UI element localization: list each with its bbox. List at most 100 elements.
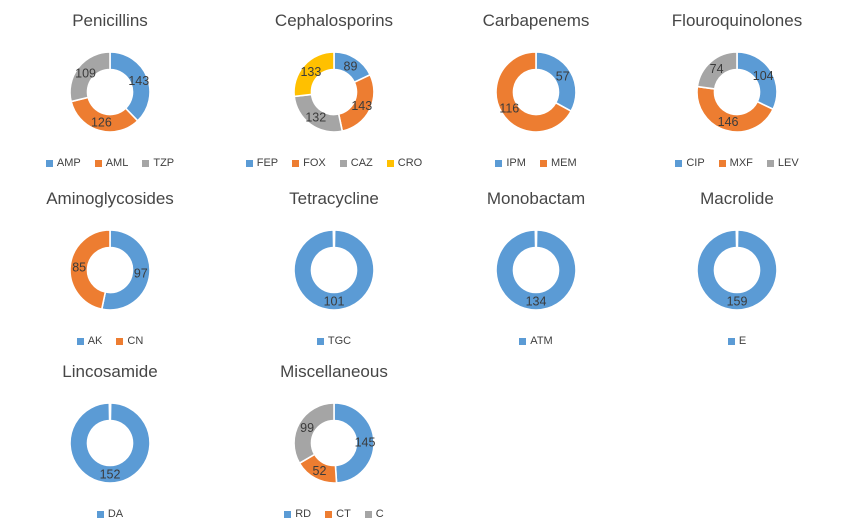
slice-value-label: 132 bbox=[305, 111, 326, 125]
legend-swatch-icon bbox=[339, 159, 347, 167]
legend-label: ATM bbox=[530, 335, 553, 347]
chart-legend: TGC bbox=[234, 334, 434, 348]
legend-label: TZP bbox=[153, 157, 175, 169]
legend-swatch-icon bbox=[386, 159, 394, 167]
slice-value-label: 101 bbox=[324, 295, 345, 309]
legend-item: AMP bbox=[45, 157, 81, 169]
legend-item: TGC bbox=[316, 335, 351, 347]
legend-item: AK bbox=[76, 335, 103, 347]
donut-chart: 143 126 109 bbox=[69, 51, 151, 133]
slice-value-label: 109 bbox=[75, 66, 96, 80]
legend-label: AK bbox=[87, 335, 103, 347]
legend-item: MEM bbox=[539, 157, 577, 169]
donut-slice-c bbox=[293, 402, 335, 465]
slice-value-label: 145 bbox=[355, 436, 376, 450]
chart-legend: AMP AML TZP bbox=[10, 156, 210, 170]
donut-slice-cro bbox=[293, 51, 335, 98]
chart-title: Macrolide bbox=[700, 189, 774, 208]
slice-value-label: 52 bbox=[313, 464, 327, 478]
legend-label: CT bbox=[336, 508, 351, 520]
chart-legend: CIP MXF LEV bbox=[637, 156, 837, 170]
donut-chart: 134 bbox=[495, 229, 577, 311]
slice-value-label: 99 bbox=[300, 421, 314, 435]
chart-lincosamide: Lincosamide 152 DA bbox=[10, 357, 210, 521]
slice-value-label: 146 bbox=[718, 115, 739, 129]
legend-label: AMP bbox=[56, 157, 81, 169]
donut-slice-rd bbox=[333, 402, 375, 484]
donut-chart: 145 52 99 bbox=[293, 402, 376, 484]
slice-value-label: 126 bbox=[91, 115, 112, 129]
donut-slice-ak bbox=[100, 229, 151, 311]
legend-item: FEP bbox=[245, 157, 279, 169]
chart-cephalosporins: Cephalosporins 89 143 132 133 FEP FOX CAZ CRO bbox=[234, 6, 434, 170]
legend-swatch-icon bbox=[519, 337, 527, 345]
legend-label: E bbox=[738, 335, 747, 347]
chart-legend: IPM MEM bbox=[436, 156, 636, 170]
legend-label: CN bbox=[127, 335, 144, 347]
donut-slice-amp bbox=[109, 51, 151, 123]
legend-item: MXF bbox=[718, 157, 753, 169]
donut-slice-mxf bbox=[696, 85, 775, 133]
slice-value-label: 97 bbox=[134, 267, 148, 281]
donut-slice-lev bbox=[696, 51, 738, 90]
legend-label: LEV bbox=[777, 157, 799, 169]
slice-value-label: 143 bbox=[351, 99, 372, 113]
donut-chart: 97 85 bbox=[69, 229, 151, 311]
legend-swatch-icon bbox=[364, 510, 372, 518]
legend-swatch-icon bbox=[284, 510, 292, 518]
legend-label: DA bbox=[107, 508, 124, 520]
chart-title: Monobactam bbox=[486, 189, 586, 208]
chart-miscellaneous: Miscellaneous 145 52 99 RD CT C bbox=[234, 357, 434, 521]
donut-slice-da bbox=[69, 402, 151, 484]
legend-item: LEV bbox=[766, 157, 799, 169]
legend-item: E bbox=[727, 335, 747, 347]
legend-label: CIP bbox=[686, 157, 705, 169]
legend-swatch-icon bbox=[495, 159, 503, 167]
legend-item: CN bbox=[116, 335, 143, 347]
donut-chart: 104 146 74 bbox=[696, 51, 778, 133]
legend-label: RD bbox=[295, 508, 312, 520]
slice-value-label: 152 bbox=[100, 468, 121, 482]
legend-label: FEP bbox=[256, 157, 279, 169]
legend-swatch-icon bbox=[766, 159, 774, 167]
legend-item: TZP bbox=[142, 157, 174, 169]
donut-chart: 152 bbox=[69, 402, 151, 484]
chart-title: Flouroquinolones bbox=[671, 11, 803, 30]
chart-carbapenems: Carbapenems 57 116 IPM MEM bbox=[436, 6, 636, 170]
legend-label: C bbox=[375, 508, 384, 520]
slice-value-label: 57 bbox=[556, 70, 570, 84]
donut-chart: 159 bbox=[696, 229, 778, 311]
legend-item: IPM bbox=[495, 157, 526, 169]
legend-swatch-icon bbox=[116, 337, 124, 345]
slice-value-label: 159 bbox=[727, 295, 748, 309]
donut-slice-mem bbox=[495, 51, 573, 133]
legend-swatch-icon bbox=[292, 159, 300, 167]
legend-label: AML bbox=[105, 157, 129, 169]
legend-swatch-icon bbox=[96, 510, 104, 518]
legend-item: AML bbox=[94, 157, 129, 169]
slice-value-label: 133 bbox=[300, 65, 321, 79]
legend-swatch-icon bbox=[45, 159, 53, 167]
slice-value-label: 89 bbox=[344, 59, 358, 73]
legend-item: CIP bbox=[675, 157, 705, 169]
slice-value-label: 134 bbox=[526, 295, 547, 309]
chart-legend: FEP FOX CAZ CRO bbox=[234, 156, 434, 170]
legend-item: FOX bbox=[292, 157, 326, 169]
donut-chart: 101 bbox=[293, 229, 375, 311]
legend-label: FOX bbox=[303, 157, 326, 169]
donut-chart: 57 116 bbox=[495, 51, 577, 133]
legend-swatch-icon bbox=[718, 159, 726, 167]
legend-item: CRO bbox=[386, 157, 422, 169]
legend-item: CAZ bbox=[339, 157, 373, 169]
legend-label: IPM bbox=[506, 157, 526, 169]
legend-swatch-icon bbox=[245, 159, 253, 167]
legend-swatch-icon bbox=[94, 159, 102, 167]
legend-swatch-icon bbox=[142, 159, 150, 167]
donut-slice-atm bbox=[495, 229, 577, 311]
chart-title: Lincosamide bbox=[62, 362, 158, 381]
legend-item: DA bbox=[96, 508, 124, 520]
legend-label: MXF bbox=[729, 157, 753, 169]
legend-label: MEM bbox=[550, 157, 577, 169]
chart-title: Penicillins bbox=[72, 11, 148, 30]
